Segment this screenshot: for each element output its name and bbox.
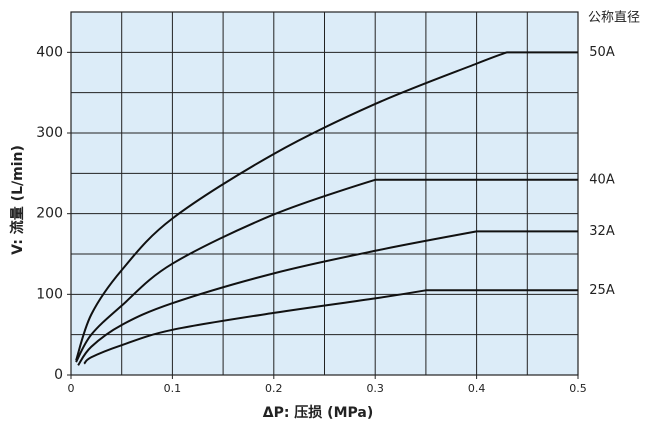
x-axis-label: ΔP: 压损 (MPa) (263, 404, 374, 421)
y-tick-label: 300 (36, 125, 63, 141)
y-tick-label: 400 (36, 44, 63, 60)
x-tick-label: 0.5 (569, 382, 587, 395)
x-tick-label: 0.2 (265, 382, 283, 395)
series-line (83, 289, 578, 365)
legend-entry: 25A (589, 283, 615, 298)
legend-entry: 32A (589, 224, 615, 239)
series-line (75, 178, 578, 363)
x-tick-label: 0.1 (164, 382, 182, 395)
series-line (77, 230, 578, 366)
y-tick-label: 100 (36, 286, 63, 302)
y-tick-label: 0 (54, 367, 63, 383)
legend-entry: 50A (589, 45, 615, 60)
plot-frame (70, 11, 579, 376)
x-tick-label: 0.4 (468, 382, 486, 395)
y-axis-label: V: 流量 (L/min) (9, 145, 26, 255)
x-tick-label: 0.3 (366, 382, 384, 395)
legend-entry: 40A (589, 172, 615, 187)
legend-title: 公称直径 (588, 11, 640, 26)
series-line (75, 51, 578, 361)
y-tick-label: 200 (36, 206, 63, 222)
x-tick-label: 0 (68, 382, 75, 395)
